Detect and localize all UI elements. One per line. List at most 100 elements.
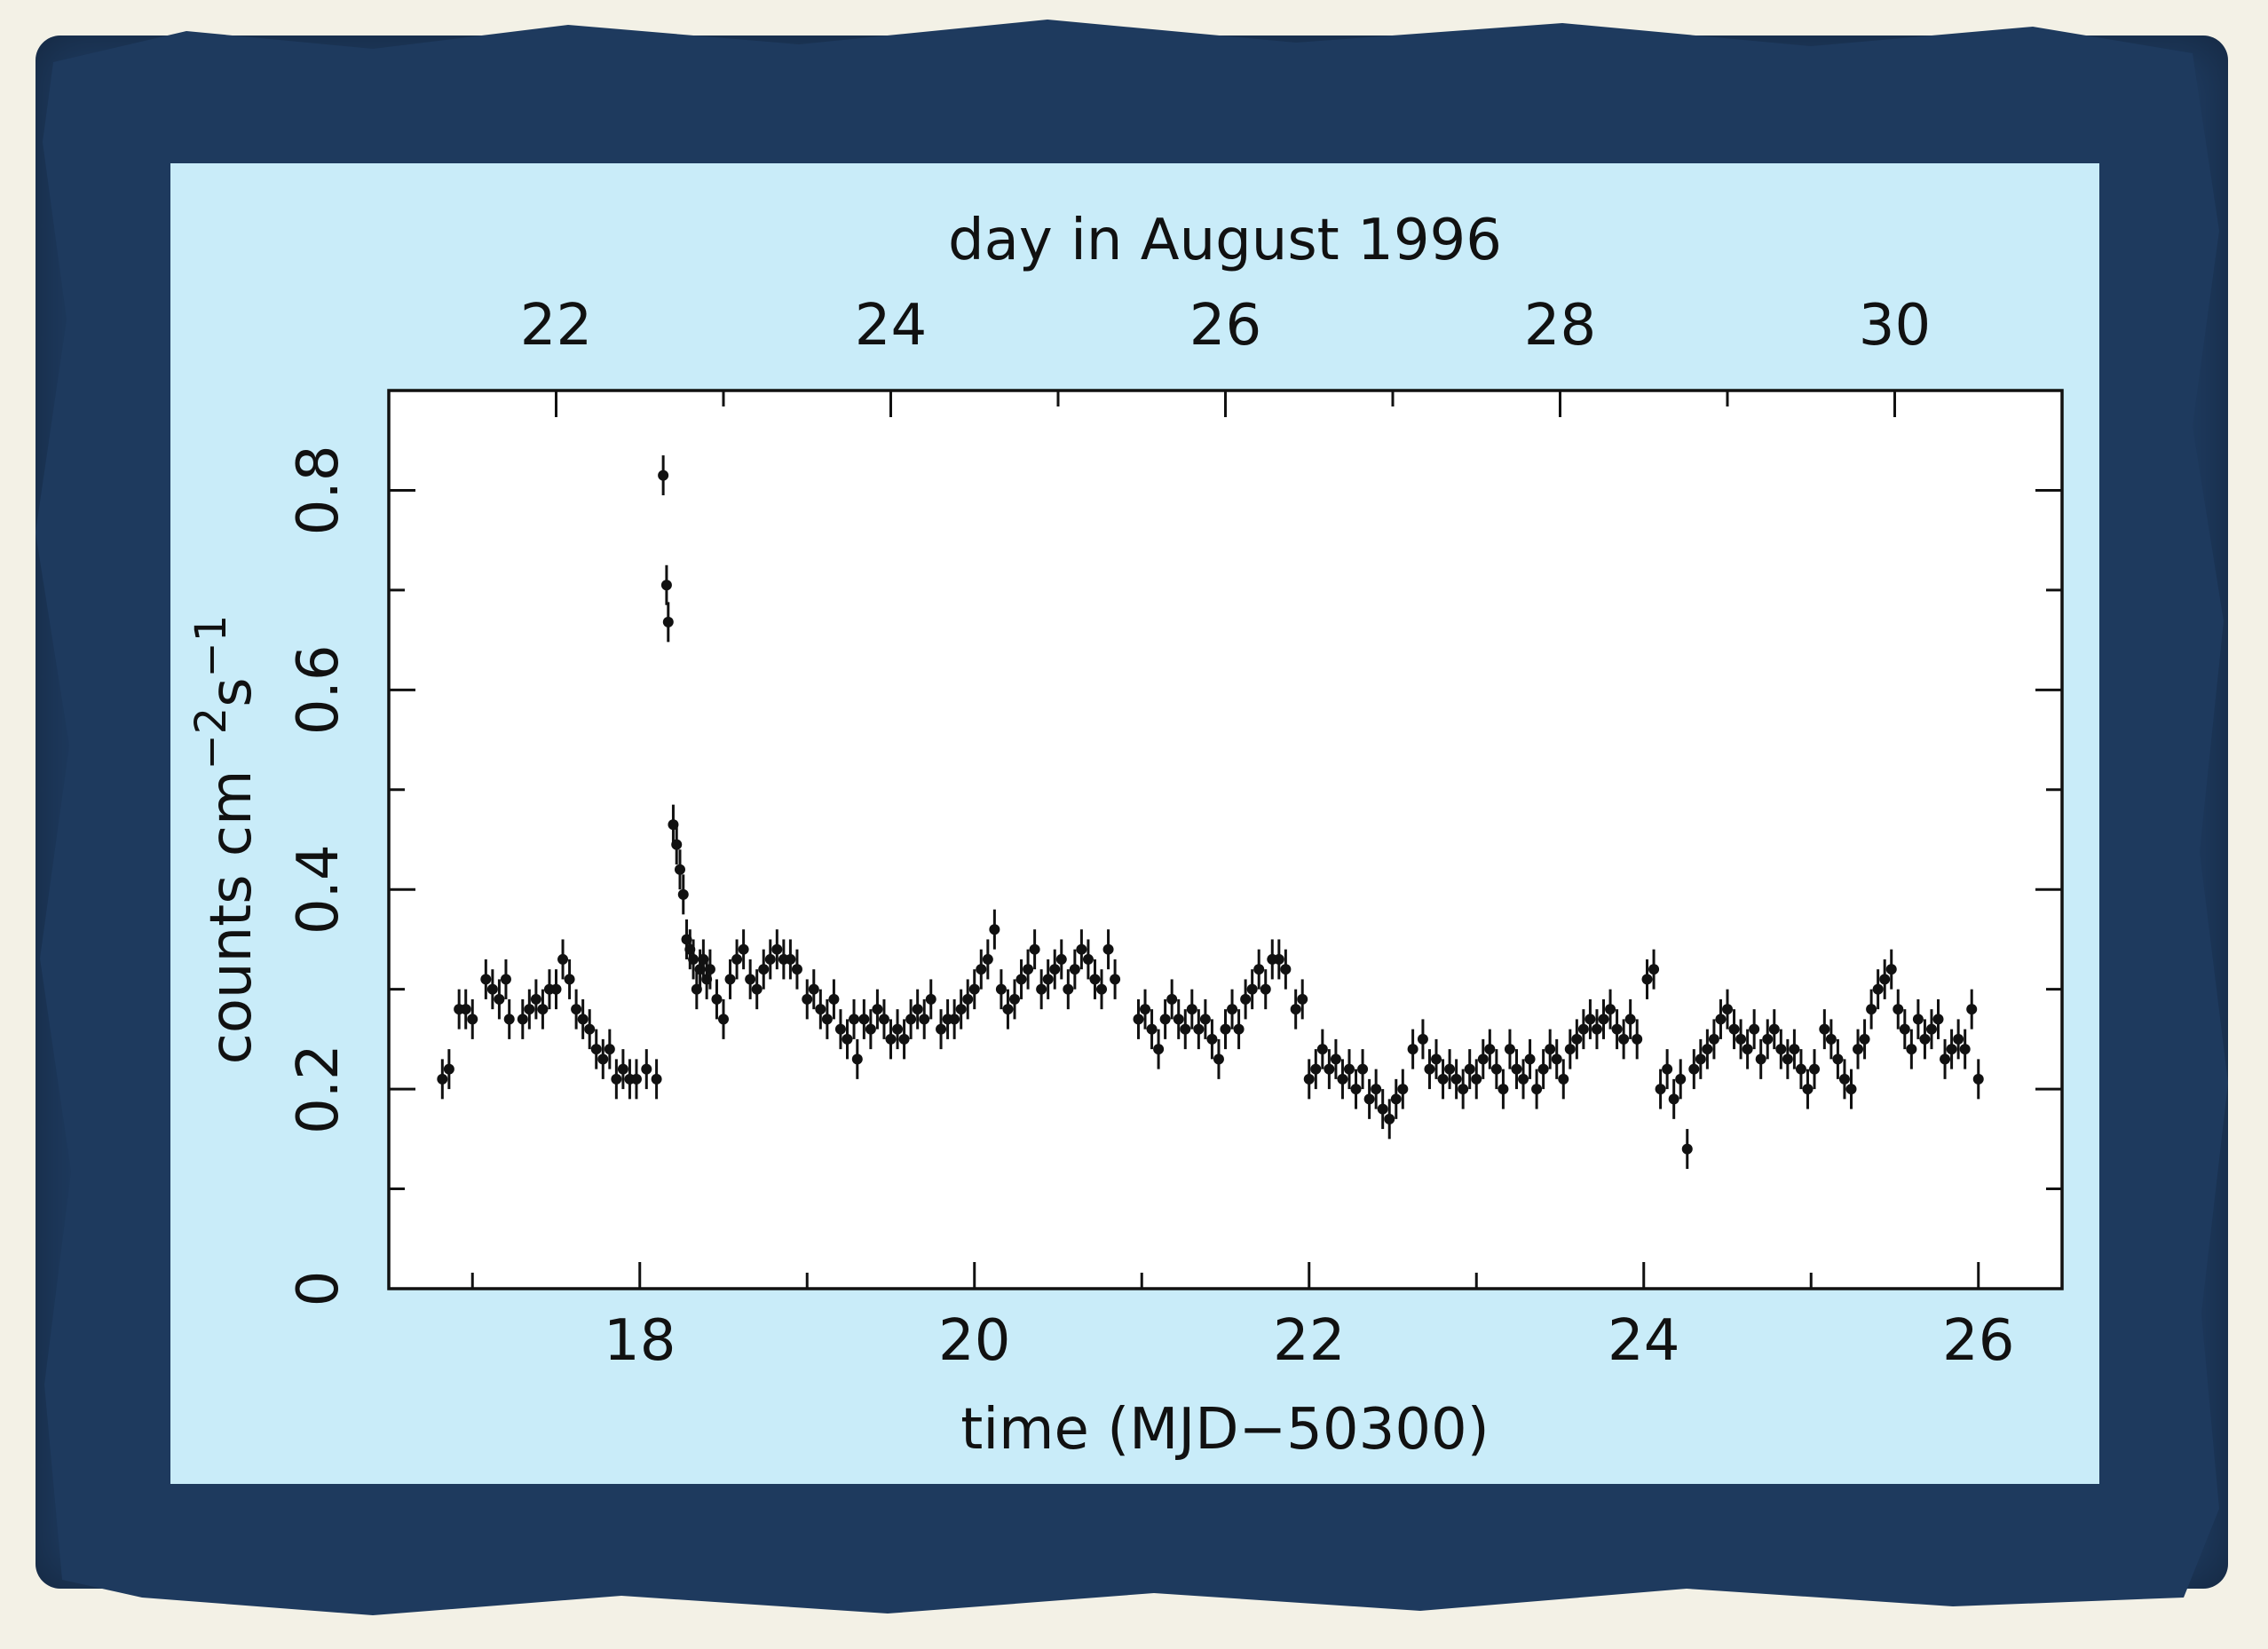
y-tick-label: 0.4 <box>286 844 352 935</box>
data-point <box>590 1044 602 1055</box>
data-point <box>785 953 796 965</box>
data-point <box>1675 1073 1687 1085</box>
data-point <box>1330 1053 1341 1065</box>
data-point <box>1089 974 1101 985</box>
data-point <box>1159 1014 1171 1025</box>
data-point <box>989 924 1000 935</box>
data-point <box>1484 1044 1496 1055</box>
data-point <box>1893 1004 1904 1015</box>
data-point <box>1363 1093 1375 1105</box>
data-point <box>1110 974 1121 985</box>
data-point <box>1246 983 1258 995</box>
data-point <box>1795 1063 1806 1075</box>
data-point <box>1735 1033 1747 1045</box>
data-point <box>1802 1084 1814 1095</box>
data-point <box>1564 1044 1576 1055</box>
data-point <box>828 993 840 1005</box>
data-point <box>912 1004 923 1015</box>
data-point <box>1102 943 1114 955</box>
data-point <box>1049 964 1061 975</box>
plot-area <box>387 389 2064 1290</box>
data-point <box>1531 1084 1543 1095</box>
data-point <box>1390 1093 1402 1105</box>
data-point <box>1280 964 1292 975</box>
y-axis-label-mid: s <box>199 677 265 706</box>
data-point <box>630 1073 642 1085</box>
data-point <box>1708 1033 1719 1045</box>
data-point <box>1775 1044 1787 1055</box>
data-point <box>1063 983 1074 995</box>
data-point <box>1015 974 1027 985</box>
y-axis-label: counts cm−2s−1 <box>186 615 265 1065</box>
top-tick-label: 28 <box>1524 293 1596 359</box>
data-point <box>651 1073 662 1085</box>
data-point <box>1632 1033 1643 1045</box>
data-point <box>1728 1023 1740 1035</box>
data-point <box>1953 1033 1964 1045</box>
data-point <box>641 1063 652 1075</box>
data-point <box>1042 974 1054 985</box>
data-point <box>1029 943 1040 955</box>
data-point <box>731 953 743 965</box>
data-point <box>1762 1033 1774 1045</box>
y-tick-label: 0.2 <box>286 1044 352 1134</box>
data-point <box>1490 1063 1502 1075</box>
data-point <box>865 1023 876 1035</box>
data-point <box>597 1053 609 1065</box>
data-point <box>1297 993 1308 1005</box>
data-point <box>1832 1053 1844 1065</box>
data-point <box>1310 1063 1322 1075</box>
data-point <box>1180 1023 1191 1035</box>
top-tick-label: 24 <box>855 293 927 359</box>
data-point <box>808 983 819 995</box>
data-point <box>517 1014 528 1025</box>
data-point <box>662 616 674 627</box>
data-point <box>671 839 683 850</box>
data-point <box>955 1004 967 1015</box>
data-point <box>617 1063 628 1075</box>
data-point <box>550 983 562 995</box>
data-point <box>1206 1033 1218 1045</box>
data-point <box>1695 1053 1706 1065</box>
data-point <box>1618 1033 1630 1045</box>
data-point <box>1213 1053 1224 1065</box>
data-point <box>1749 1023 1760 1035</box>
data-point <box>982 953 993 965</box>
data-point <box>1377 1103 1388 1115</box>
data-point <box>1641 974 1653 985</box>
data-point <box>704 964 715 975</box>
data-point <box>537 1004 549 1015</box>
data-point <box>1558 1073 1569 1085</box>
data-point <box>1946 1044 1957 1055</box>
data-point <box>1477 1053 1489 1065</box>
data-point <box>1885 964 1897 975</box>
data-point <box>1002 1004 1014 1015</box>
data-point <box>802 993 813 1005</box>
data-point <box>1273 953 1284 965</box>
data-point <box>1655 1084 1666 1095</box>
data-point <box>936 1023 947 1035</box>
top-tick-label: 22 <box>520 293 592 359</box>
data-point <box>1069 964 1080 975</box>
data-point <box>1324 1063 1335 1075</box>
y-tick-label: 0.6 <box>286 644 352 735</box>
data-point <box>577 1014 589 1025</box>
data-point <box>1524 1053 1536 1065</box>
data-point <box>771 943 783 955</box>
data-point <box>872 1004 883 1015</box>
x-tick-label: 24 <box>1608 1308 1679 1374</box>
data-point <box>1551 1053 1562 1065</box>
data-point <box>905 1014 917 1025</box>
data-point <box>584 1023 596 1035</box>
data-point <box>834 1023 846 1035</box>
data-point <box>1076 943 1087 955</box>
data-point <box>1458 1084 1469 1095</box>
data-point <box>1417 1033 1428 1045</box>
data-point <box>815 1004 826 1015</box>
data-point <box>995 983 1007 995</box>
data-point <box>1343 1063 1355 1075</box>
top-axis-label: day in August 1996 <box>948 208 1502 273</box>
y-tick-label: 0 <box>286 1271 352 1307</box>
data-point <box>564 974 575 985</box>
